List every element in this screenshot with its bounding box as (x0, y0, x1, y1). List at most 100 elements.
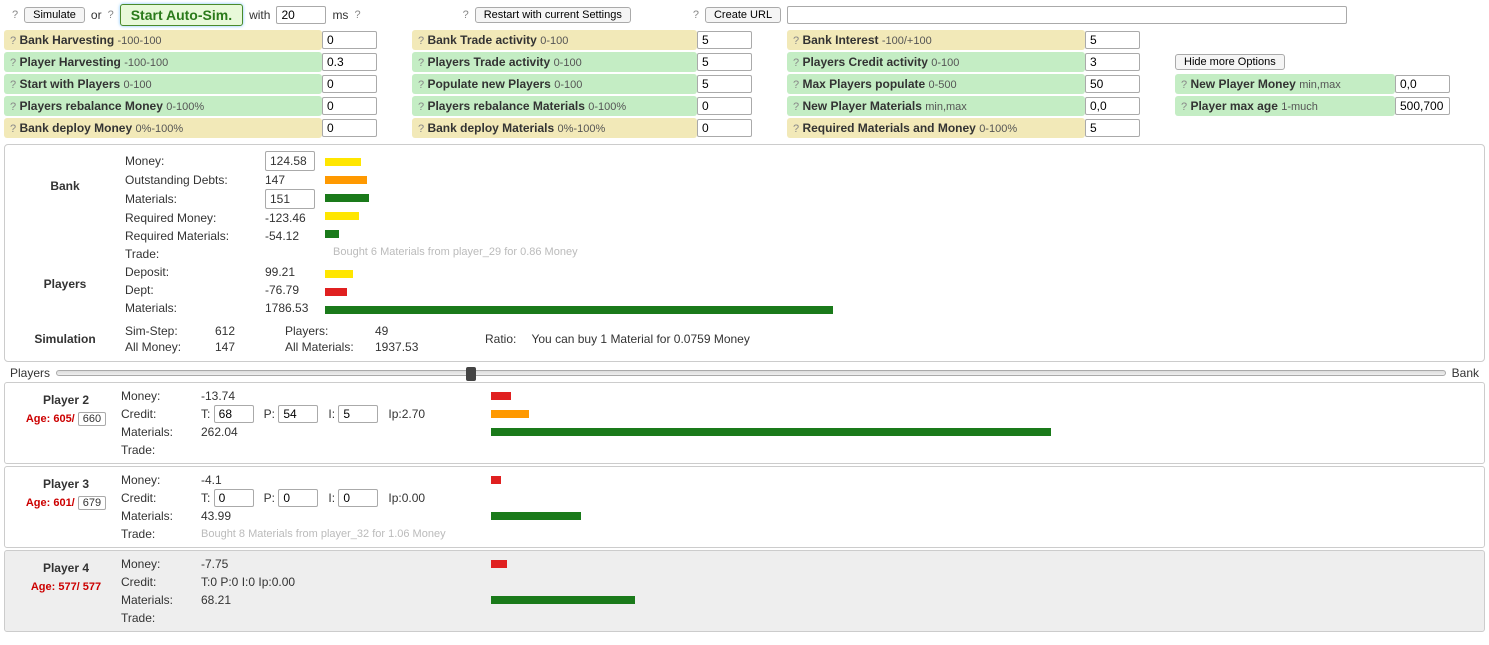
start-auto-sim-button[interactable]: Start Auto-Sim. (120, 4, 243, 26)
hide-more-options-button[interactable]: Hide more Options (1175, 54, 1285, 70)
setting-input[interactable] (1085, 53, 1140, 71)
help-icon[interactable]: ? (1181, 79, 1187, 91)
sim-allmat-value: 1937.53 (375, 339, 430, 355)
players-dept-label: Dept: (125, 281, 265, 299)
setting-label: ? Players rebalance Materials 0-100% (412, 96, 697, 116)
player-bars (491, 471, 1478, 543)
help-icon[interactable]: ? (418, 57, 424, 69)
help-icon[interactable]: ? (108, 9, 114, 21)
credit-p-input[interactable] (278, 489, 318, 507)
players-bank-slider[interactable]: Players Bank (4, 366, 1485, 380)
with-label: with (249, 8, 270, 22)
setting-label: ? Players Trade activity 0-100 (412, 52, 697, 72)
setting-input[interactable] (322, 53, 377, 71)
help-icon[interactable]: ? (354, 9, 360, 21)
players-deposit-label: Deposit: (125, 263, 265, 281)
credit-t-input[interactable] (214, 489, 254, 507)
setting-input[interactable] (1085, 31, 1140, 49)
players-agg-title: Players (5, 263, 125, 291)
bank-money-value[interactable]: 124.58 (265, 151, 315, 171)
setting-input[interactable] (697, 75, 752, 93)
setting-input[interactable] (697, 53, 752, 71)
bank-money-bar (325, 158, 361, 166)
credit-t-input[interactable] (214, 405, 254, 423)
setting-input[interactable] (322, 97, 377, 115)
player-name: Player 4 (11, 555, 121, 575)
player-stats: Money:-4.1 Credit:T: P: I: Ip:0.00 Mater… (121, 471, 491, 543)
ms-input[interactable] (276, 6, 326, 24)
bank-materials-bar (325, 194, 369, 202)
help-icon[interactable]: ? (793, 35, 799, 47)
bank-req-money-value: -123.46 (265, 209, 306, 227)
setting-input[interactable] (697, 97, 752, 115)
player-credit-value: T: P: I: Ip:2.70 (201, 405, 425, 423)
simulation-row: Simulation Sim-Step:612 All Money:147 Pl… (5, 319, 1474, 355)
setting-input[interactable] (322, 75, 377, 93)
setting-input[interactable] (322, 31, 377, 49)
slider-left-label: Players (4, 366, 56, 380)
help-icon[interactable]: ? (10, 79, 16, 91)
simulate-button[interactable]: Simulate (24, 7, 85, 23)
help-icon[interactable]: ? (418, 101, 424, 113)
sim-step-label: Sim-Step: (125, 323, 215, 339)
setting-input[interactable] (1085, 119, 1140, 137)
players-materials-label: Materials: (125, 299, 265, 317)
help-icon[interactable]: ? (793, 57, 799, 69)
setting-label: ? Bank deploy Money 0%-100% (4, 118, 322, 138)
setting-label: ? New Player Materials min,max (787, 96, 1085, 116)
setting-input[interactable] (322, 119, 377, 137)
players-deposit-bar (325, 270, 353, 278)
help-icon[interactable]: ? (793, 79, 799, 91)
bank-materials-value[interactable]: 151 (265, 189, 315, 209)
player-money-bar (491, 392, 511, 400)
create-url-button[interactable]: Create URL (705, 7, 781, 23)
status-panel: Bank Money:124.58 Outstanding Debts:147 … (4, 144, 1485, 362)
bank-trade-label: Trade: (125, 245, 265, 263)
help-icon[interactable]: ? (10, 123, 16, 135)
credit-i-input[interactable] (338, 405, 378, 423)
player-bars (491, 555, 1478, 627)
slider-track[interactable] (56, 370, 1446, 376)
sim-ratio-label: Ratio: (485, 332, 516, 346)
players-agg-section: Players Deposit:99.21 Dept:-76.79 Materi… (5, 263, 1474, 319)
setting-input[interactable] (1085, 97, 1140, 115)
url-input[interactable] (787, 6, 1347, 24)
setting-label: ? Bank Trade activity 0-100 (412, 30, 697, 50)
ms-label: ms (332, 8, 348, 22)
help-icon[interactable]: ? (793, 101, 799, 113)
help-icon[interactable]: ? (418, 35, 424, 47)
help-icon[interactable]: ? (10, 101, 16, 113)
players-agg-stats: Deposit:99.21 Dept:-76.79 Materials:1786… (125, 263, 325, 317)
credit-i-input[interactable] (338, 489, 378, 507)
setting-input[interactable] (1395, 97, 1450, 115)
help-icon[interactable]: ? (418, 79, 424, 91)
bank-trade-text: Bought 6 Materials from player_29 for 0.… (333, 246, 578, 258)
help-icon[interactable]: ? (10, 57, 16, 69)
setting-input[interactable] (1395, 75, 1450, 93)
setting-input[interactable] (1085, 75, 1140, 93)
help-icon[interactable]: ? (418, 123, 424, 135)
help-icon[interactable]: ? (693, 9, 699, 21)
player-cards: Player 2 Age: 605/ 660 Money:-13.74 Cred… (4, 382, 1485, 632)
help-icon[interactable]: ? (12, 9, 18, 21)
slider-thumb[interactable] (466, 367, 476, 381)
bank-req-mat-bar (325, 230, 339, 238)
restart-button[interactable]: Restart with current Settings (475, 7, 631, 23)
setting-label: ? Start with Players 0-100 (4, 74, 322, 94)
sim-allmat-label: All Materials: (285, 339, 375, 355)
bank-bars: Bought 6 Materials from player_29 for 0.… (325, 151, 1474, 261)
credit-p-input[interactable] (278, 405, 318, 423)
setting-label: ? Max Players populate 0-500 (787, 74, 1085, 94)
help-icon[interactable]: ? (10, 35, 16, 47)
help-icon[interactable]: ? (793, 123, 799, 135)
help-icon[interactable]: ? (463, 9, 469, 21)
players-dept-bar (325, 288, 347, 296)
bank-req-money-label: Required Money: (125, 209, 265, 227)
bank-debts-label: Outstanding Debts: (125, 171, 265, 189)
setting-input[interactable] (697, 119, 752, 137)
help-icon[interactable]: ? (1181, 101, 1187, 113)
setting-input[interactable] (697, 31, 752, 49)
player-materials-bar (491, 428, 1051, 436)
sim-ratio: Ratio: You can buy 1 Material for 0.0759… (485, 332, 1474, 346)
simulation-title: Simulation (5, 332, 125, 346)
